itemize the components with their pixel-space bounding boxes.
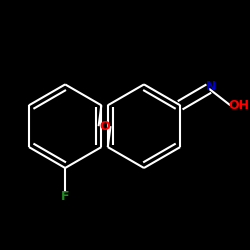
- Text: OH: OH: [228, 99, 249, 112]
- Text: N: N: [206, 80, 216, 93]
- Text: F: F: [61, 190, 70, 203]
- Text: O: O: [99, 120, 110, 133]
